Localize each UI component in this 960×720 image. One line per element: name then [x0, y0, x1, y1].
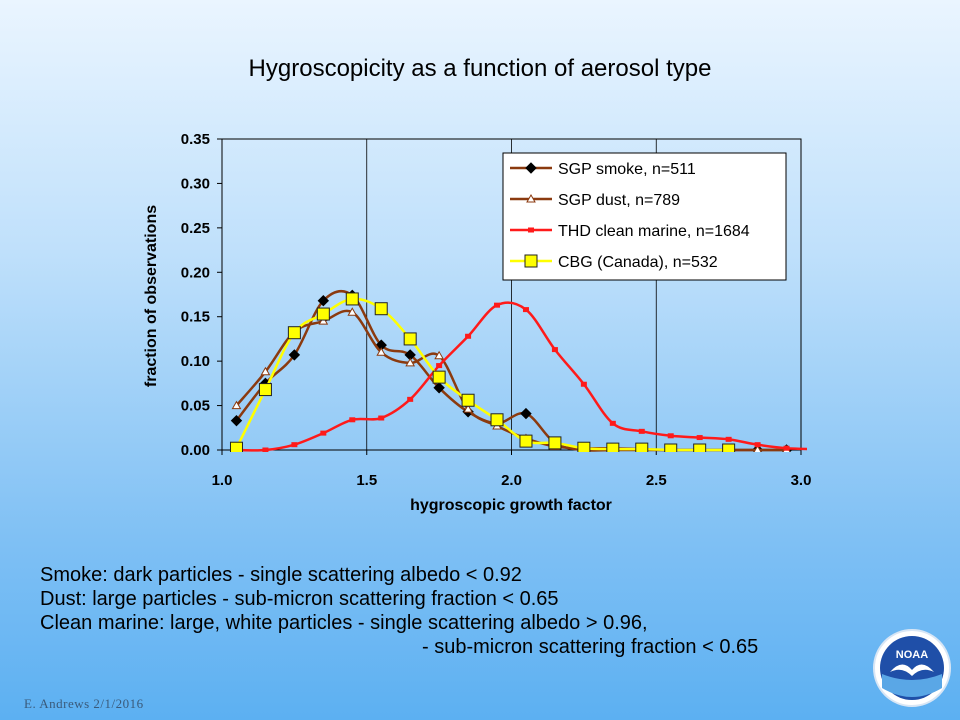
notes-block: Smoke: dark particles - single scatterin…: [40, 563, 758, 659]
data-point: [374, 302, 388, 316]
data-point: [635, 442, 649, 452]
x-tick-label: 2.0: [501, 472, 522, 489]
legend-marker: [524, 254, 538, 268]
data-point: [291, 442, 298, 448]
data-point: [519, 434, 533, 448]
data-point: [461, 393, 475, 407]
legend-label: SGP smoke, n=511: [558, 161, 696, 178]
note-marine: Clean marine: large, white particles - s…: [40, 612, 648, 634]
data-point: [783, 445, 790, 451]
data-point: [407, 396, 414, 402]
data-point: [258, 383, 272, 397]
data-point: [347, 307, 358, 316]
data-point: [405, 357, 416, 367]
data-point: [520, 407, 532, 420]
series-2: [233, 301, 818, 452]
legend-label: SGP dust, n=789: [558, 192, 680, 209]
y-tick-label: 0.10: [181, 353, 210, 370]
data-point: [260, 366, 271, 376]
note-smoke: Smoke: dark particles - single scatterin…: [40, 564, 522, 586]
data-point: [349, 417, 356, 423]
data-point: [231, 400, 242, 410]
data-point: [465, 333, 472, 339]
footer-author-date: E. Andrews 2/1/2016: [24, 696, 144, 711]
noaa-logo-icon: NOAA: [873, 629, 951, 707]
y-tick-label: 0.20: [181, 264, 210, 281]
y-tick-label: 0.25: [181, 220, 210, 237]
series-line: [236, 301, 807, 452]
data-point: [753, 444, 762, 452]
data-point: [320, 430, 327, 436]
data-point: [664, 443, 678, 452]
data-point: [434, 350, 444, 360]
data-point: [812, 447, 818, 452]
legend-item: SGP dust, n=789: [510, 192, 680, 209]
data-point: [490, 413, 504, 427]
legend-label: CBG (Canada), n=532: [558, 254, 718, 271]
growth-factor-chart: 1.0 1.5 2.0 2.5 3.0 0.00 0.05 0.10 0.15 0.20 0.25 0…: [143, 131, 818, 514]
data-point: [522, 307, 529, 313]
legend-label: THD clean marine, n=1684: [558, 223, 750, 240]
data-point: [638, 428, 645, 434]
y-tick-label: 0.15: [181, 309, 210, 326]
legend-marker: [528, 227, 534, 233]
data-point: [403, 332, 417, 346]
note-marine-continued: - sub-micron scattering fraction < 0.65: [422, 636, 759, 658]
series-lines: [229, 289, 818, 452]
data-point: [317, 295, 330, 307]
data-point: [606, 442, 620, 452]
data-point: [230, 414, 243, 427]
data-point: [551, 347, 558, 353]
data-point: [316, 307, 330, 321]
data-point: [318, 316, 329, 325]
data-point: [432, 370, 446, 384]
legend-box: [502, 152, 787, 281]
data-point: [376, 347, 387, 356]
legend-marker: [525, 162, 537, 174]
y-tick-label: 0.35: [181, 131, 210, 148]
legend: SGP smoke, n=511 SGP dust, n=789 THD clean…: [502, 152, 787, 281]
data-point: [345, 292, 359, 306]
y-tick-label: 0.30: [181, 175, 210, 192]
x-tick-label: 2.5: [646, 472, 667, 489]
data-point: [696, 435, 703, 441]
x-axis-label: hygroscopic growth factor: [410, 497, 612, 514]
data-point: [667, 433, 674, 439]
data-point: [754, 442, 761, 448]
data-point: [580, 381, 587, 387]
x-tick-label: 1.0: [212, 472, 233, 489]
series-3: [229, 292, 736, 452]
axes: 1.0 1.5 2.0 2.5 3.0 0.00 0.05 0.10 0.15 0.20 0.25 0…: [181, 131, 812, 489]
x-tick-label: 1.5: [356, 472, 377, 489]
data-point: [577, 441, 591, 452]
data-point: [287, 326, 301, 340]
data-point: [262, 447, 269, 452]
data-point: [725, 436, 732, 442]
data-point: [722, 443, 736, 452]
data-point: [433, 382, 445, 394]
legend-item: THD clean marine, n=1684: [510, 223, 750, 240]
data-point: [229, 441, 243, 452]
note-dust: Dust: large particles - sub-micron scatt…: [40, 588, 559, 610]
x-tick-label: 3.0: [791, 472, 812, 489]
legend-item: SGP smoke, n=511: [510, 161, 696, 178]
data-point: [436, 363, 443, 369]
data-point: [609, 420, 616, 426]
y-axis-label: fraction of observations: [143, 205, 160, 387]
y-tick-label: 0.05: [181, 398, 210, 415]
data-point: [693, 443, 707, 452]
data-point: [288, 349, 301, 361]
data-point: [494, 302, 501, 308]
svg-text:NOAA: NOAA: [896, 649, 928, 661]
data-point: [378, 415, 385, 421]
legend-item: CBG (Canada), n=532: [510, 254, 718, 271]
data-point: [548, 436, 562, 450]
data-point: [463, 404, 473, 413]
slide-title: Hygroscopicity as a function of aerosol …: [248, 55, 712, 82]
y-tick-label: 0.00: [181, 442, 210, 459]
legend-marker: [526, 193, 536, 203]
